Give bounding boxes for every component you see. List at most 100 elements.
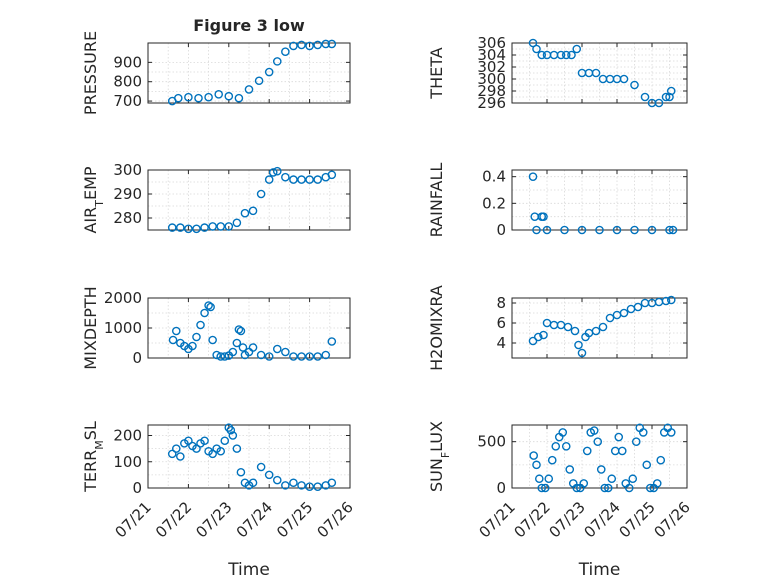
data-point [281, 347, 290, 357]
data-point [640, 92, 650, 102]
data-point [192, 224, 201, 234]
data-point [248, 206, 258, 216]
data-point [238, 343, 248, 352]
data-point [598, 322, 608, 332]
y-tick-label: 306 [477, 34, 506, 52]
data-point [220, 436, 230, 446]
data-point [305, 482, 314, 491]
data-point [272, 344, 282, 354]
data-point [574, 340, 583, 350]
data-point [204, 301, 213, 310]
y-tick-label: 0.4 [482, 168, 506, 186]
y-tick-label: 0.2 [482, 194, 506, 212]
y-tick-label: 300 [113, 161, 142, 179]
data-point [544, 474, 554, 484]
axes-frame [147, 169, 351, 231]
y-axis-label: THETA [427, 47, 446, 99]
data-point [612, 225, 622, 235]
y-tick-label: 1000 [104, 319, 142, 337]
data-point [289, 478, 298, 488]
data-point [596, 465, 606, 474]
data-point [206, 302, 215, 312]
y-tick-label: 296 [477, 94, 506, 112]
data-point [327, 39, 337, 49]
y-axis-label: RAINFALL [427, 163, 446, 238]
y-tick-label: 0 [496, 479, 506, 497]
data-point [577, 348, 587, 358]
data-point [558, 428, 568, 437]
data-point [654, 98, 664, 108]
data-point [232, 444, 242, 453]
data-point [563, 322, 573, 332]
data-point [589, 426, 599, 435]
data-point [327, 478, 337, 488]
data-point [200, 223, 209, 232]
data-point [171, 326, 181, 336]
x-tick-label: 07/23 [546, 498, 589, 541]
y-axis-label: SUNFLUX [427, 421, 452, 492]
data-point [264, 352, 274, 361]
data-point [194, 93, 203, 103]
data-point [200, 436, 209, 446]
data-point [630, 225, 639, 235]
y-tick-label: 900 [113, 53, 142, 71]
data-point [272, 475, 282, 485]
data-point [208, 449, 217, 459]
data-point [535, 474, 544, 484]
data-point [626, 304, 636, 314]
data-point [256, 189, 266, 199]
data-point [539, 212, 548, 221]
subplot-7: 0 100 200 TERRMSL07/2107/2207/2307/2407/250… [81, 421, 357, 580]
data-point [264, 67, 274, 77]
data-point [532, 44, 541, 54]
data-point [605, 313, 615, 323]
data-point [171, 444, 181, 453]
data-point [533, 332, 543, 342]
data-point [652, 479, 662, 488]
y-tick-label: 6 [496, 314, 506, 332]
data-point [542, 225, 552, 235]
subplot-3: 280 290 300 AIRTEMP [81, 161, 351, 234]
data-point [654, 297, 664, 307]
x-tick-label: 07/25 [273, 498, 316, 541]
data-point [532, 460, 541, 470]
y-tick-label: 304 [477, 46, 506, 64]
data-point [224, 222, 234, 231]
subplot-6: 4 6 8 H2OMIXRA [427, 285, 688, 371]
data-point [167, 449, 177, 459]
data-point [297, 175, 306, 184]
axes-frame [147, 42, 351, 104]
data-point [289, 352, 298, 361]
data-point [281, 481, 290, 490]
data-point [661, 296, 671, 306]
axes-frame [511, 297, 688, 359]
data-point [264, 470, 274, 480]
data-point [176, 452, 185, 461]
data-point [208, 222, 217, 231]
data-point [167, 223, 177, 232]
data-point [528, 172, 538, 181]
data-point [192, 444, 201, 453]
y-tick-label: 2000 [104, 289, 142, 307]
data-point [532, 225, 541, 235]
data-point [264, 175, 274, 184]
data-point [666, 428, 676, 437]
data-point [321, 350, 331, 360]
axes-frame [511, 424, 688, 489]
data-point [582, 446, 592, 456]
data-point [327, 337, 337, 346]
y-tick-label: 4 [496, 334, 506, 352]
data-point [240, 208, 250, 218]
data-point [184, 224, 193, 234]
data-point [204, 92, 213, 102]
data-point [297, 352, 306, 361]
data-point [666, 295, 676, 305]
data-point [173, 93, 183, 103]
x-tick-label: 07/25 [616, 498, 659, 541]
data-point [595, 225, 604, 235]
data-point [561, 442, 571, 451]
axes-frame [147, 424, 351, 489]
data-point [184, 92, 193, 102]
